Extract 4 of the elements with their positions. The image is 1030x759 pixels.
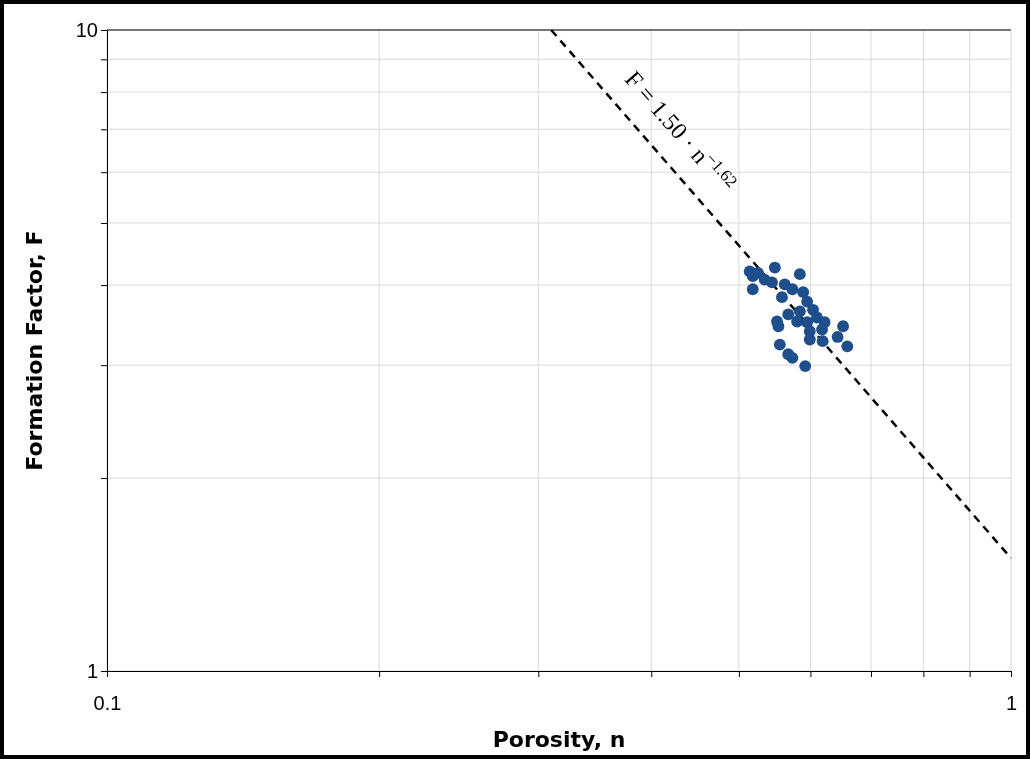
x-tick-label: 0.1 [93,692,122,714]
x-axis-title: Porosity, n [492,727,626,752]
y-axis-title: Formation Factor, F [22,230,47,471]
y-tick-label: 10 [75,18,98,41]
